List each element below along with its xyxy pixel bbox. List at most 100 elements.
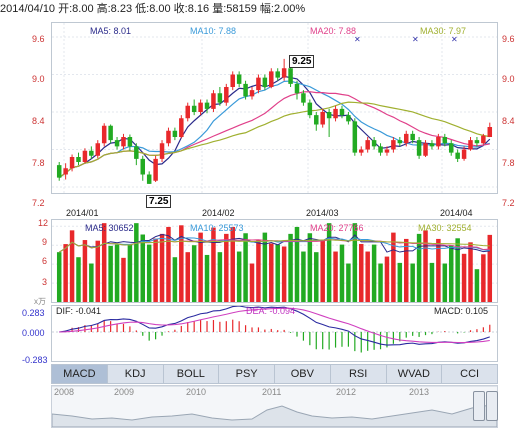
volume-bar <box>294 226 300 302</box>
volume-bar <box>140 234 146 302</box>
tab-boll[interactable]: BOLL <box>164 365 220 383</box>
volume-bar <box>468 242 473 302</box>
navigator-left-handle[interactable] <box>473 391 485 421</box>
volume-bar <box>166 226 171 302</box>
volume-bar <box>198 232 203 302</box>
volume-bar <box>281 246 287 302</box>
candle <box>140 158 146 175</box>
x-tick: 2014/02 <box>202 208 235 218</box>
macd-panel[interactable] <box>51 305 498 362</box>
dif-label: DIF: -0.041 <box>56 306 102 316</box>
candle <box>179 118 184 137</box>
candle <box>436 137 441 147</box>
vol-unit: x万 <box>34 297 46 306</box>
tab-obv[interactable]: OBV <box>275 365 331 383</box>
dea-line <box>59 307 490 344</box>
navigator-year: 2012 <box>336 387 357 397</box>
tab-kdj[interactable]: KDJ <box>108 365 164 383</box>
volume-bar <box>204 254 210 302</box>
vol-ma10-label: MA10: 25573 <box>190 223 244 233</box>
low-annotation: 7.25 <box>146 195 172 208</box>
y-tick-left: 9.0 <box>32 74 45 84</box>
ma5-label: MA5: 8.01 <box>90 26 132 36</box>
volume-bar <box>391 232 396 302</box>
macd-y-tick: -0.283 <box>22 355 48 365</box>
candle <box>101 125 107 144</box>
volume-bar <box>352 223 358 302</box>
volume-bar <box>108 245 113 302</box>
candle <box>230 74 235 87</box>
candle <box>429 143 435 147</box>
tab-macd[interactable]: MACD <box>52 365 108 383</box>
candlestick-panel[interactable] <box>51 22 498 194</box>
volume-bar <box>442 263 448 302</box>
volume-bar <box>230 226 235 302</box>
candle <box>288 68 293 84</box>
tab-wvad[interactable]: WVAD <box>387 365 443 383</box>
navigator-year: 2010 <box>186 387 207 397</box>
volume-bar <box>461 253 467 302</box>
candle <box>114 140 120 147</box>
volume-bar <box>410 263 415 302</box>
candle <box>249 90 255 97</box>
volume-bar <box>89 263 94 302</box>
candle <box>204 102 210 109</box>
ma5-line <box>58 75 491 179</box>
x-tick: 2014/03 <box>306 208 339 218</box>
vol-ma5-label: MA5: 30652 <box>85 223 134 233</box>
candle <box>153 158 158 181</box>
candle <box>56 165 62 178</box>
macd-y-tick: 0.000 <box>22 328 45 338</box>
candle <box>384 149 390 153</box>
navigator-year: 2011 <box>262 387 282 397</box>
candle <box>217 93 223 103</box>
dif-line <box>59 306 490 346</box>
volume-bar <box>397 262 403 302</box>
volume-panel[interactable] <box>51 219 498 303</box>
candle <box>262 77 268 87</box>
volume-bar <box>243 233 248 302</box>
vol-y-tick: 6 <box>42 256 48 266</box>
candle <box>397 140 403 144</box>
macd-y-tick: 0.283 <box>22 308 45 318</box>
macd-chart <box>52 306 497 353</box>
volume-bar <box>249 263 255 302</box>
candle <box>224 87 229 103</box>
volume-bar <box>339 244 345 302</box>
tab-rsi[interactable]: RSI <box>331 365 387 383</box>
tab-psy[interactable]: PSY <box>219 365 275 383</box>
volume-bar <box>224 233 229 302</box>
candle <box>416 140 422 156</box>
x-marker-icon: ✕ <box>451 35 458 44</box>
candle <box>243 83 248 97</box>
volume-bar <box>127 244 133 302</box>
tab-cci[interactable]: CCI <box>460 368 480 380</box>
candle <box>352 121 358 153</box>
candle <box>211 93 216 109</box>
volume-chart <box>52 223 497 302</box>
navigator-year: 2009 <box>114 387 135 397</box>
x-marker-icon: ✕ <box>412 35 419 44</box>
ma10-line <box>58 80 490 179</box>
candle <box>166 130 171 144</box>
candle <box>63 168 68 175</box>
candle <box>82 150 88 162</box>
candle <box>365 140 370 150</box>
volume-bar <box>101 223 107 302</box>
volume-bar <box>301 251 306 302</box>
candle <box>371 140 377 147</box>
candle <box>474 140 480 144</box>
indicator-tabs: MACD KDJ BOLL PSY OBV RSI WVAD CCI <box>51 364 498 384</box>
y-tick-right: 7.2 <box>502 198 515 208</box>
volume-bar <box>121 257 126 302</box>
candle <box>403 133 409 144</box>
candle <box>339 108 345 116</box>
volume-bar <box>416 233 422 302</box>
y-tick-right: 8.4 <box>502 116 515 126</box>
high-annotation: 9.25 <box>289 55 315 68</box>
volume-bar <box>371 244 377 302</box>
y-tick-left: 7.8 <box>32 158 45 168</box>
volume-bar <box>211 227 216 302</box>
navigator-right-handle[interactable] <box>486 391 498 421</box>
y-tick-right: 9.6 <box>502 34 515 44</box>
